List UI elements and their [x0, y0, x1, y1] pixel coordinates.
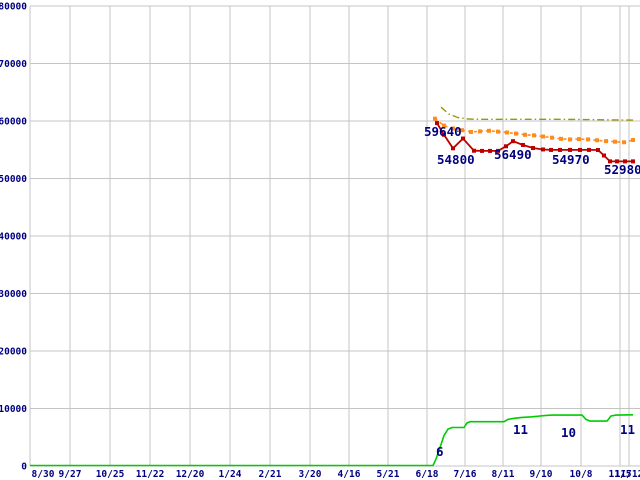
red-solid-series-marker [602, 153, 606, 158]
red-solid-series-marker [631, 159, 635, 164]
x-axis-label: 2/21 [259, 469, 282, 480]
red-solid-series-marker [578, 147, 582, 152]
data-point-label: 52980 [604, 162, 640, 177]
orange-dashed-series-marker [568, 137, 572, 142]
orange-dashed-series-marker [487, 128, 491, 133]
red-solid-series-marker [496, 148, 500, 153]
y-axis-label: 80000 [0, 2, 27, 13]
data-point-label: 54970 [552, 152, 590, 167]
x-axis-label: 10/8 [570, 469, 593, 480]
y-axis-label: 70000 [0, 59, 27, 70]
y-axis-label: 30000 [0, 289, 27, 300]
orange-dashed-series-marker [586, 137, 590, 142]
orange-dashed-series-marker [523, 132, 527, 137]
data-point-label: 11 [513, 422, 528, 437]
orange-dashed-series-marker [442, 123, 446, 128]
y-axis-label: 20000 [0, 347, 27, 358]
red-solid-series-marker [461, 136, 465, 141]
orange-dashed-series-marker [469, 129, 473, 134]
red-solid-series-marker [549, 147, 553, 152]
orange-dashed-series-marker [550, 135, 554, 140]
orange-dashed-series-marker [460, 128, 464, 133]
red-solid-series-marker [558, 147, 562, 152]
red-solid-series-marker [480, 148, 484, 153]
red-solid-series-marker [568, 147, 572, 152]
data-point-label: 54800 [437, 152, 475, 167]
x-axis-label: 7/16 [454, 469, 477, 480]
x-axis-label: 9/27 [59, 469, 82, 480]
red-solid-series-marker [623, 159, 627, 164]
orange-dashed-series-marker [541, 134, 545, 139]
orange-dashed-series-marker [559, 136, 563, 141]
x-axis-label: 11/12 [615, 469, 640, 480]
red-solid-series-marker [587, 147, 591, 152]
orange-dashed-series-marker [595, 138, 599, 143]
green-solid-series [30, 414, 634, 467]
x-axis-label: 9/10 [530, 469, 553, 480]
orange-dashed-series-marker [496, 129, 500, 134]
y-axis-label: 0 [21, 462, 27, 473]
orange-dashed-series-marker [604, 139, 608, 144]
data-point-label: 10 [561, 425, 576, 440]
red-solid-series-marker [488, 148, 492, 153]
orange-dashed-series-marker [613, 139, 617, 144]
red-solid-series-marker [531, 146, 535, 151]
x-axis-label: 6/18 [416, 469, 439, 480]
orange-dashed-series-marker [505, 130, 509, 135]
red-solid-series-marker [541, 147, 545, 152]
x-axis-label: 10/25 [96, 469, 125, 480]
orange-dashed-series-marker [514, 131, 518, 136]
data-point-label: 59640 [424, 124, 462, 139]
red-solid-series-marker [435, 121, 439, 126]
orange-dashed-series-marker [622, 140, 626, 145]
data-point-label: 11 [620, 422, 635, 437]
red-solid-series-marker [504, 144, 508, 149]
orange-dashed-series-marker [532, 133, 536, 138]
x-axis-label: 11/22 [136, 469, 165, 480]
y-axis-label: 40000 [0, 232, 27, 243]
red-solid-series-marker [472, 148, 476, 153]
red-solid-series-marker [451, 146, 455, 151]
x-axis-label: 11/5 [609, 469, 632, 480]
orange-dashed-series-marker [451, 126, 455, 131]
red-solid-series-marker [596, 148, 600, 153]
olive-dashdot-series [440, 106, 634, 121]
x-axis-label: 5/21 [377, 469, 400, 480]
red-solid-series-marker [511, 139, 515, 144]
y-axis-label: 50000 [0, 174, 27, 185]
x-axis-label: 1/24 [219, 469, 242, 480]
orange-dashed-series-marker [577, 137, 581, 142]
x-axis-label: 12/20 [176, 469, 205, 480]
x-axis-label: 3/20 [299, 469, 322, 480]
x-axis-label: 8/11 [492, 469, 515, 480]
red-solid-series-marker [442, 132, 446, 137]
orange-dashed-series-marker [433, 116, 437, 121]
data-point-label: 56490 [494, 147, 532, 162]
orange-dashed-series-marker [631, 137, 635, 142]
x-axis-label: 4/16 [338, 469, 361, 480]
red-solid-series-marker [615, 159, 619, 164]
orange-dashed-series-marker [478, 129, 482, 134]
x-axis-label: 8/30 [32, 469, 55, 480]
red-solid-series-marker [521, 142, 525, 147]
y-axis-label: 60000 [0, 117, 27, 128]
data-point-label: 6 [436, 444, 444, 459]
red-solid-series-marker [608, 159, 612, 164]
y-axis-label: 10000 [0, 404, 27, 415]
